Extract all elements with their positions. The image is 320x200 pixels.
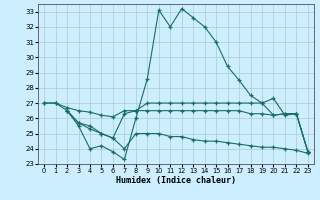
X-axis label: Humidex (Indice chaleur): Humidex (Indice chaleur) [116, 176, 236, 185]
